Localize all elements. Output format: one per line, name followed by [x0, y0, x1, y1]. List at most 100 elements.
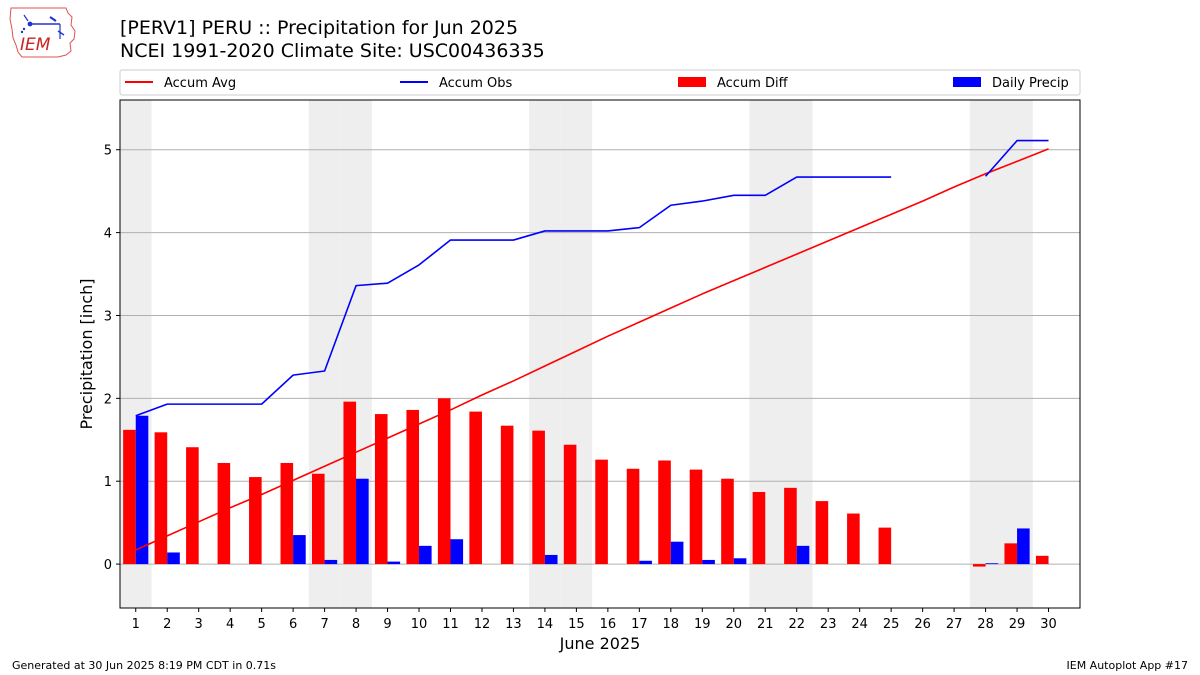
logo-text: IEM — [20, 35, 51, 55]
daily-precip-bar — [733, 558, 747, 565]
weekend-shade — [1001, 100, 1033, 608]
y-tick-label: 3 — [104, 309, 112, 324]
accum-diff-bar — [595, 459, 608, 565]
daily-precip-bar — [544, 554, 558, 565]
daily-precip-bar — [1017, 528, 1030, 565]
accum-diff-bar — [374, 414, 388, 565]
weekend-shade — [969, 100, 1002, 608]
x-tick-label: 10 — [411, 617, 428, 632]
accum-diff-bar — [437, 398, 451, 565]
legend-swatch-bar — [953, 77, 981, 87]
accum-diff-bar — [972, 564, 986, 567]
accum-diff-bar — [752, 491, 766, 565]
legend: Accum Avg Accum Obs Accum Diff Daily Precip — [125, 76, 1069, 91]
y-axis-label: Precipitation [inch] — [77, 278, 96, 429]
x-tick-label: 26 — [914, 617, 931, 632]
x-tick-label: 19 — [694, 617, 711, 632]
iem-logo: IEM — [9, 7, 76, 58]
legend-label: Daily Precip — [992, 76, 1069, 91]
accum-diff-bar — [847, 513, 860, 565]
daily-precip-bar — [985, 563, 999, 565]
legend-box — [119, 69, 1081, 96]
daily-precip-bar — [450, 539, 464, 565]
accum-diff-bar — [280, 462, 294, 565]
accum-diff-bar — [532, 430, 545, 565]
accum-diff-bar — [217, 462, 231, 565]
y-tick-label: 2 — [104, 392, 112, 407]
x-tick-label: 7 — [320, 617, 328, 632]
x-tick-label: 2 — [163, 617, 171, 632]
accum-diff-bar — [721, 478, 734, 565]
accum-diff-bar — [815, 501, 829, 565]
accum-diff-bar — [123, 429, 136, 565]
x-tick-label: 24 — [851, 617, 868, 632]
daily-precip-bar — [796, 545, 810, 565]
accum-diff-bar — [784, 487, 797, 565]
x-tick-label: 25 — [883, 617, 900, 632]
y-tick-label: 5 — [104, 144, 112, 159]
y-tick-label: 0 — [104, 558, 112, 573]
accum-diff-bar — [312, 473, 325, 565]
accum-diff-bar — [626, 468, 640, 565]
accum-diff-bar — [343, 401, 357, 565]
x-tick-label: 12 — [474, 617, 491, 632]
x-tick-label: 15 — [568, 617, 585, 632]
x-tick-label: 6 — [289, 617, 297, 632]
accum-obs-line — [135, 176, 892, 417]
daily-precip-bar — [324, 559, 338, 565]
x-tick-label: 17 — [631, 617, 648, 632]
plot-frame — [119, 99, 1081, 609]
accum-diff-bar — [563, 444, 577, 565]
daily-precip-bar — [387, 561, 401, 565]
x-tick-label: 8 — [352, 617, 360, 632]
accum-diff-bar — [154, 432, 168, 565]
accum-diff-bar — [500, 425, 514, 565]
accum-diff-bar — [658, 460, 671, 565]
x-tick-label: 21 — [757, 617, 774, 632]
legend-swatch-bar — [678, 77, 706, 87]
iem-state-logo-icon — [9, 7, 76, 58]
footer-generated: Generated at 30 Jun 2025 8:19 PM CDT in … — [12, 659, 277, 672]
legend-label: Accum Avg — [164, 76, 236, 91]
chart-title: [PERV1] PERU :: Precipitation for Jun 20… — [120, 17, 519, 39]
accum-diff-bar — [1004, 543, 1018, 565]
x-tick-label: 4 — [226, 617, 234, 632]
x-tick-label: 23 — [820, 617, 837, 632]
x-tick-label: 3 — [195, 617, 203, 632]
legend-label: Accum Diff — [717, 76, 789, 91]
x-tick-label: 13 — [505, 617, 522, 632]
accum-diff-bar — [186, 447, 199, 565]
accum-obs-line — [984, 139, 1049, 177]
daily-precip-bar — [293, 535, 306, 565]
x-tick-label: 20 — [725, 617, 742, 632]
x-tick-label: 1 — [132, 617, 140, 632]
chart-subtitle: NCEI 1991-2020 Climate Site: USC00436335 — [120, 40, 545, 62]
accum-diff-bar — [1035, 555, 1049, 565]
daily-precip-bar — [167, 552, 180, 565]
daily-precip-bar — [356, 478, 369, 565]
daily-precip-bar — [639, 560, 652, 565]
x-axis-label: June 2025 — [559, 634, 641, 653]
x-tick-label: 27 — [946, 617, 963, 632]
x-tick-label: 29 — [1009, 617, 1026, 632]
daily-precip-bar — [135, 415, 149, 565]
x-tick-label: 22 — [788, 617, 805, 632]
y-tick-label: 4 — [104, 227, 112, 242]
accum-avg-line — [135, 148, 1049, 551]
accum-diff-bar — [406, 409, 420, 565]
accum-diff-bar — [469, 411, 482, 565]
x-tick-label: 14 — [537, 617, 554, 632]
x-tick-label: 11 — [442, 617, 459, 632]
x-tick-label: 30 — [1040, 617, 1057, 632]
x-tick-label: 18 — [663, 617, 680, 632]
x-tick-label: 28 — [977, 617, 994, 632]
daily-precip-bar — [670, 541, 684, 565]
daily-precip-bar — [702, 559, 715, 565]
x-tick-label: 9 — [383, 617, 391, 632]
x-tick-label: 5 — [257, 617, 265, 632]
legend-label: Accum Obs — [439, 76, 512, 91]
footer-app: IEM Autoplot App #17 — [1066, 659, 1189, 672]
daily-precip-bar — [419, 545, 432, 565]
